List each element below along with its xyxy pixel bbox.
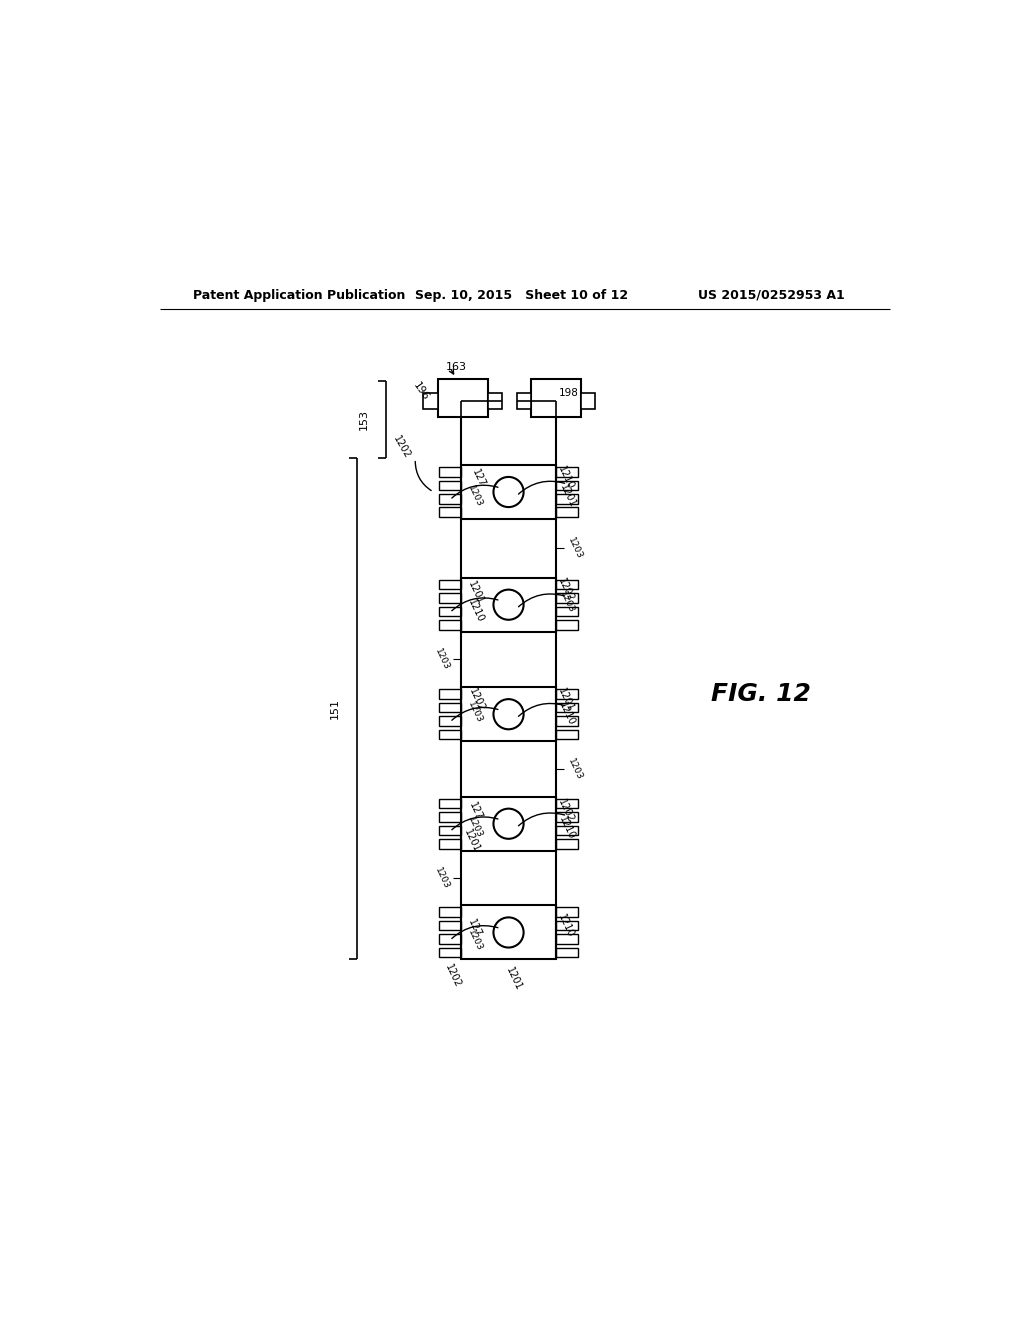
FancyArrowPatch shape	[452, 708, 498, 721]
Text: 1202: 1202	[556, 577, 575, 603]
Text: 1203: 1203	[558, 590, 575, 615]
Text: 1202: 1202	[556, 797, 575, 825]
Text: 1210: 1210	[556, 465, 575, 491]
Text: 1203: 1203	[467, 701, 484, 725]
Bar	[556, 467, 579, 477]
FancyArrowPatch shape	[416, 462, 431, 491]
Bar	[556, 840, 579, 849]
FancyArrowPatch shape	[518, 813, 564, 826]
Text: 151: 151	[330, 698, 339, 719]
Bar	[556, 494, 579, 503]
Text: 1202: 1202	[442, 962, 462, 990]
Bar	[438, 620, 461, 630]
Bar	[556, 702, 579, 713]
Text: 1201: 1201	[463, 828, 482, 854]
Bar	[582, 393, 595, 409]
Bar	[438, 579, 461, 589]
Text: 1203: 1203	[565, 756, 584, 781]
Bar	[438, 480, 461, 490]
Text: 1210: 1210	[466, 598, 485, 624]
Bar	[438, 507, 461, 517]
Text: 127: 127	[467, 800, 484, 821]
Bar	[438, 494, 461, 503]
Text: 1210: 1210	[557, 701, 577, 727]
Bar	[556, 620, 579, 630]
Bar	[461, 465, 556, 519]
Bar	[556, 948, 579, 957]
Bar	[556, 812, 579, 822]
FancyArrowPatch shape	[452, 598, 498, 611]
FancyArrowPatch shape	[452, 817, 498, 830]
Bar	[438, 921, 461, 931]
Text: 1203: 1203	[433, 866, 452, 891]
Text: 1203: 1203	[565, 536, 584, 561]
Bar	[461, 906, 556, 960]
Bar	[556, 607, 579, 616]
Bar	[556, 689, 579, 698]
Text: 1203: 1203	[466, 816, 483, 840]
Bar	[461, 797, 556, 850]
Text: 1201: 1201	[556, 686, 575, 713]
Bar	[437, 379, 487, 417]
FancyArrowPatch shape	[518, 482, 564, 494]
Bar	[438, 467, 461, 477]
Text: Sep. 10, 2015   Sheet 10 of 12: Sep. 10, 2015 Sheet 10 of 12	[416, 289, 629, 302]
Text: 1210: 1210	[557, 814, 577, 841]
Bar	[556, 593, 579, 603]
Text: Patent Application Publication: Patent Application Publication	[194, 289, 406, 302]
Bar	[423, 393, 437, 409]
Bar	[438, 826, 461, 836]
Bar	[438, 799, 461, 808]
Bar	[438, 730, 461, 739]
FancyArrowPatch shape	[518, 704, 564, 717]
Text: 127: 127	[470, 467, 486, 488]
Bar	[556, 799, 579, 808]
Bar	[438, 812, 461, 822]
Text: 196: 196	[412, 380, 431, 403]
Bar	[461, 578, 556, 632]
FancyArrowPatch shape	[452, 486, 498, 498]
Text: 1203: 1203	[433, 647, 452, 672]
Bar	[556, 579, 579, 589]
Text: US 2015/0252953 A1: US 2015/0252953 A1	[697, 289, 845, 302]
Bar	[438, 702, 461, 713]
Text: 1203: 1203	[467, 483, 484, 508]
Bar	[556, 480, 579, 490]
Bar	[438, 935, 461, 944]
Bar	[531, 379, 582, 417]
Bar	[438, 689, 461, 698]
Text: 1203: 1203	[467, 928, 484, 953]
Bar	[556, 717, 579, 726]
Bar	[556, 507, 579, 517]
Bar	[556, 826, 579, 836]
Bar	[556, 907, 579, 917]
Text: 127: 127	[467, 917, 483, 939]
FancyArrowPatch shape	[452, 925, 498, 939]
Text: 1210: 1210	[556, 913, 575, 940]
Bar	[517, 393, 531, 409]
Bar	[556, 935, 579, 944]
Bar	[438, 607, 461, 616]
Text: 198: 198	[559, 388, 579, 397]
Text: 1201: 1201	[467, 579, 486, 606]
Bar	[438, 907, 461, 917]
Text: 1201: 1201	[505, 965, 524, 991]
Text: 1201: 1201	[558, 483, 578, 510]
Text: 1202: 1202	[467, 686, 486, 713]
Bar	[487, 393, 502, 409]
Text: 1202: 1202	[391, 434, 412, 461]
Bar	[556, 730, 579, 739]
Bar	[438, 948, 461, 957]
Text: FIG. 12: FIG. 12	[712, 682, 811, 706]
Bar	[461, 688, 556, 742]
Bar	[438, 593, 461, 603]
Bar	[438, 717, 461, 726]
Text: 153: 153	[358, 409, 369, 430]
Bar	[556, 921, 579, 931]
Bar	[438, 840, 461, 849]
Text: 163: 163	[445, 362, 467, 372]
FancyArrowPatch shape	[518, 594, 564, 607]
